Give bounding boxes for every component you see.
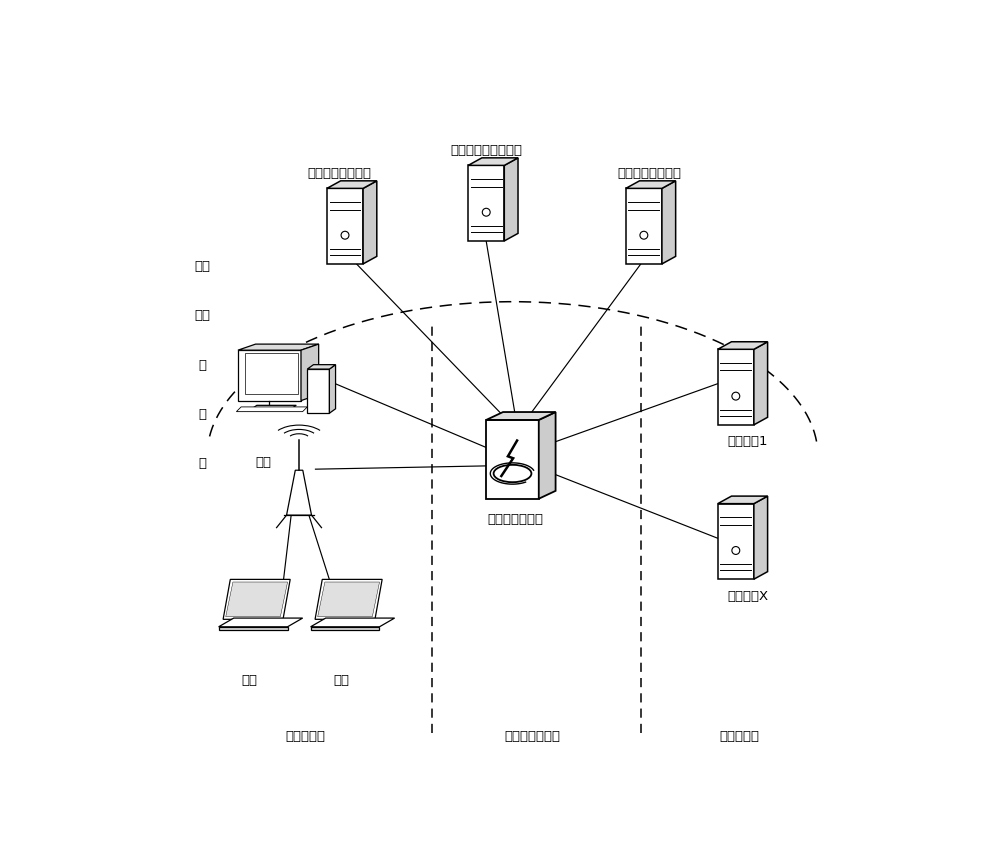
- Polygon shape: [754, 497, 768, 579]
- Polygon shape: [718, 504, 754, 579]
- Text: 终端: 终端: [255, 455, 271, 469]
- Text: 可信网络控制域: 可信网络控制域: [504, 729, 560, 742]
- Text: 平台身份管理服务: 平台身份管理服务: [617, 167, 681, 180]
- Polygon shape: [307, 370, 329, 414]
- Text: 网络: 网络: [194, 309, 210, 322]
- Polygon shape: [311, 627, 379, 630]
- Text: 终端: 终端: [242, 673, 258, 686]
- Text: 接入终端域: 接入终端域: [286, 729, 326, 742]
- Polygon shape: [718, 343, 768, 350]
- Text: 网络服务域: 网络服务域: [719, 729, 759, 742]
- Polygon shape: [307, 366, 336, 370]
- Ellipse shape: [494, 465, 531, 482]
- Polygon shape: [236, 407, 307, 412]
- Polygon shape: [318, 582, 380, 617]
- Text: 终端: 终端: [334, 673, 350, 686]
- Polygon shape: [539, 412, 556, 499]
- Polygon shape: [486, 412, 556, 420]
- Text: 理: 理: [198, 407, 206, 420]
- Text: 网络服务1: 网络服务1: [727, 435, 768, 448]
- Polygon shape: [315, 579, 382, 619]
- Text: 网络服务X: 网络服务X: [727, 589, 768, 602]
- Text: 可信: 可信: [194, 260, 210, 273]
- Text: 用户身份管理服务: 用户身份管理服务: [308, 167, 372, 180]
- Polygon shape: [223, 579, 290, 619]
- Polygon shape: [219, 619, 303, 627]
- Polygon shape: [238, 345, 319, 351]
- Polygon shape: [718, 497, 768, 504]
- Polygon shape: [327, 189, 363, 265]
- Text: 平台完整性管理服务: 平台完整性管理服务: [450, 144, 522, 157]
- Polygon shape: [287, 470, 312, 515]
- Polygon shape: [504, 158, 518, 242]
- Polygon shape: [238, 351, 301, 401]
- Polygon shape: [468, 158, 518, 166]
- Text: 域: 域: [198, 457, 206, 469]
- Polygon shape: [626, 181, 676, 189]
- Polygon shape: [327, 181, 377, 189]
- Polygon shape: [486, 420, 539, 499]
- Polygon shape: [245, 354, 298, 394]
- Polygon shape: [363, 181, 377, 265]
- Polygon shape: [301, 345, 319, 401]
- Polygon shape: [311, 619, 395, 627]
- Polygon shape: [468, 166, 504, 242]
- Polygon shape: [718, 350, 754, 425]
- Polygon shape: [662, 181, 676, 265]
- Polygon shape: [754, 343, 768, 425]
- Polygon shape: [626, 189, 662, 265]
- Polygon shape: [226, 582, 288, 617]
- Text: 管: 管: [198, 358, 206, 371]
- Polygon shape: [219, 627, 288, 630]
- Polygon shape: [252, 406, 296, 409]
- Text: 网络连接控制点: 网络连接控制点: [488, 512, 544, 525]
- Polygon shape: [329, 366, 336, 414]
